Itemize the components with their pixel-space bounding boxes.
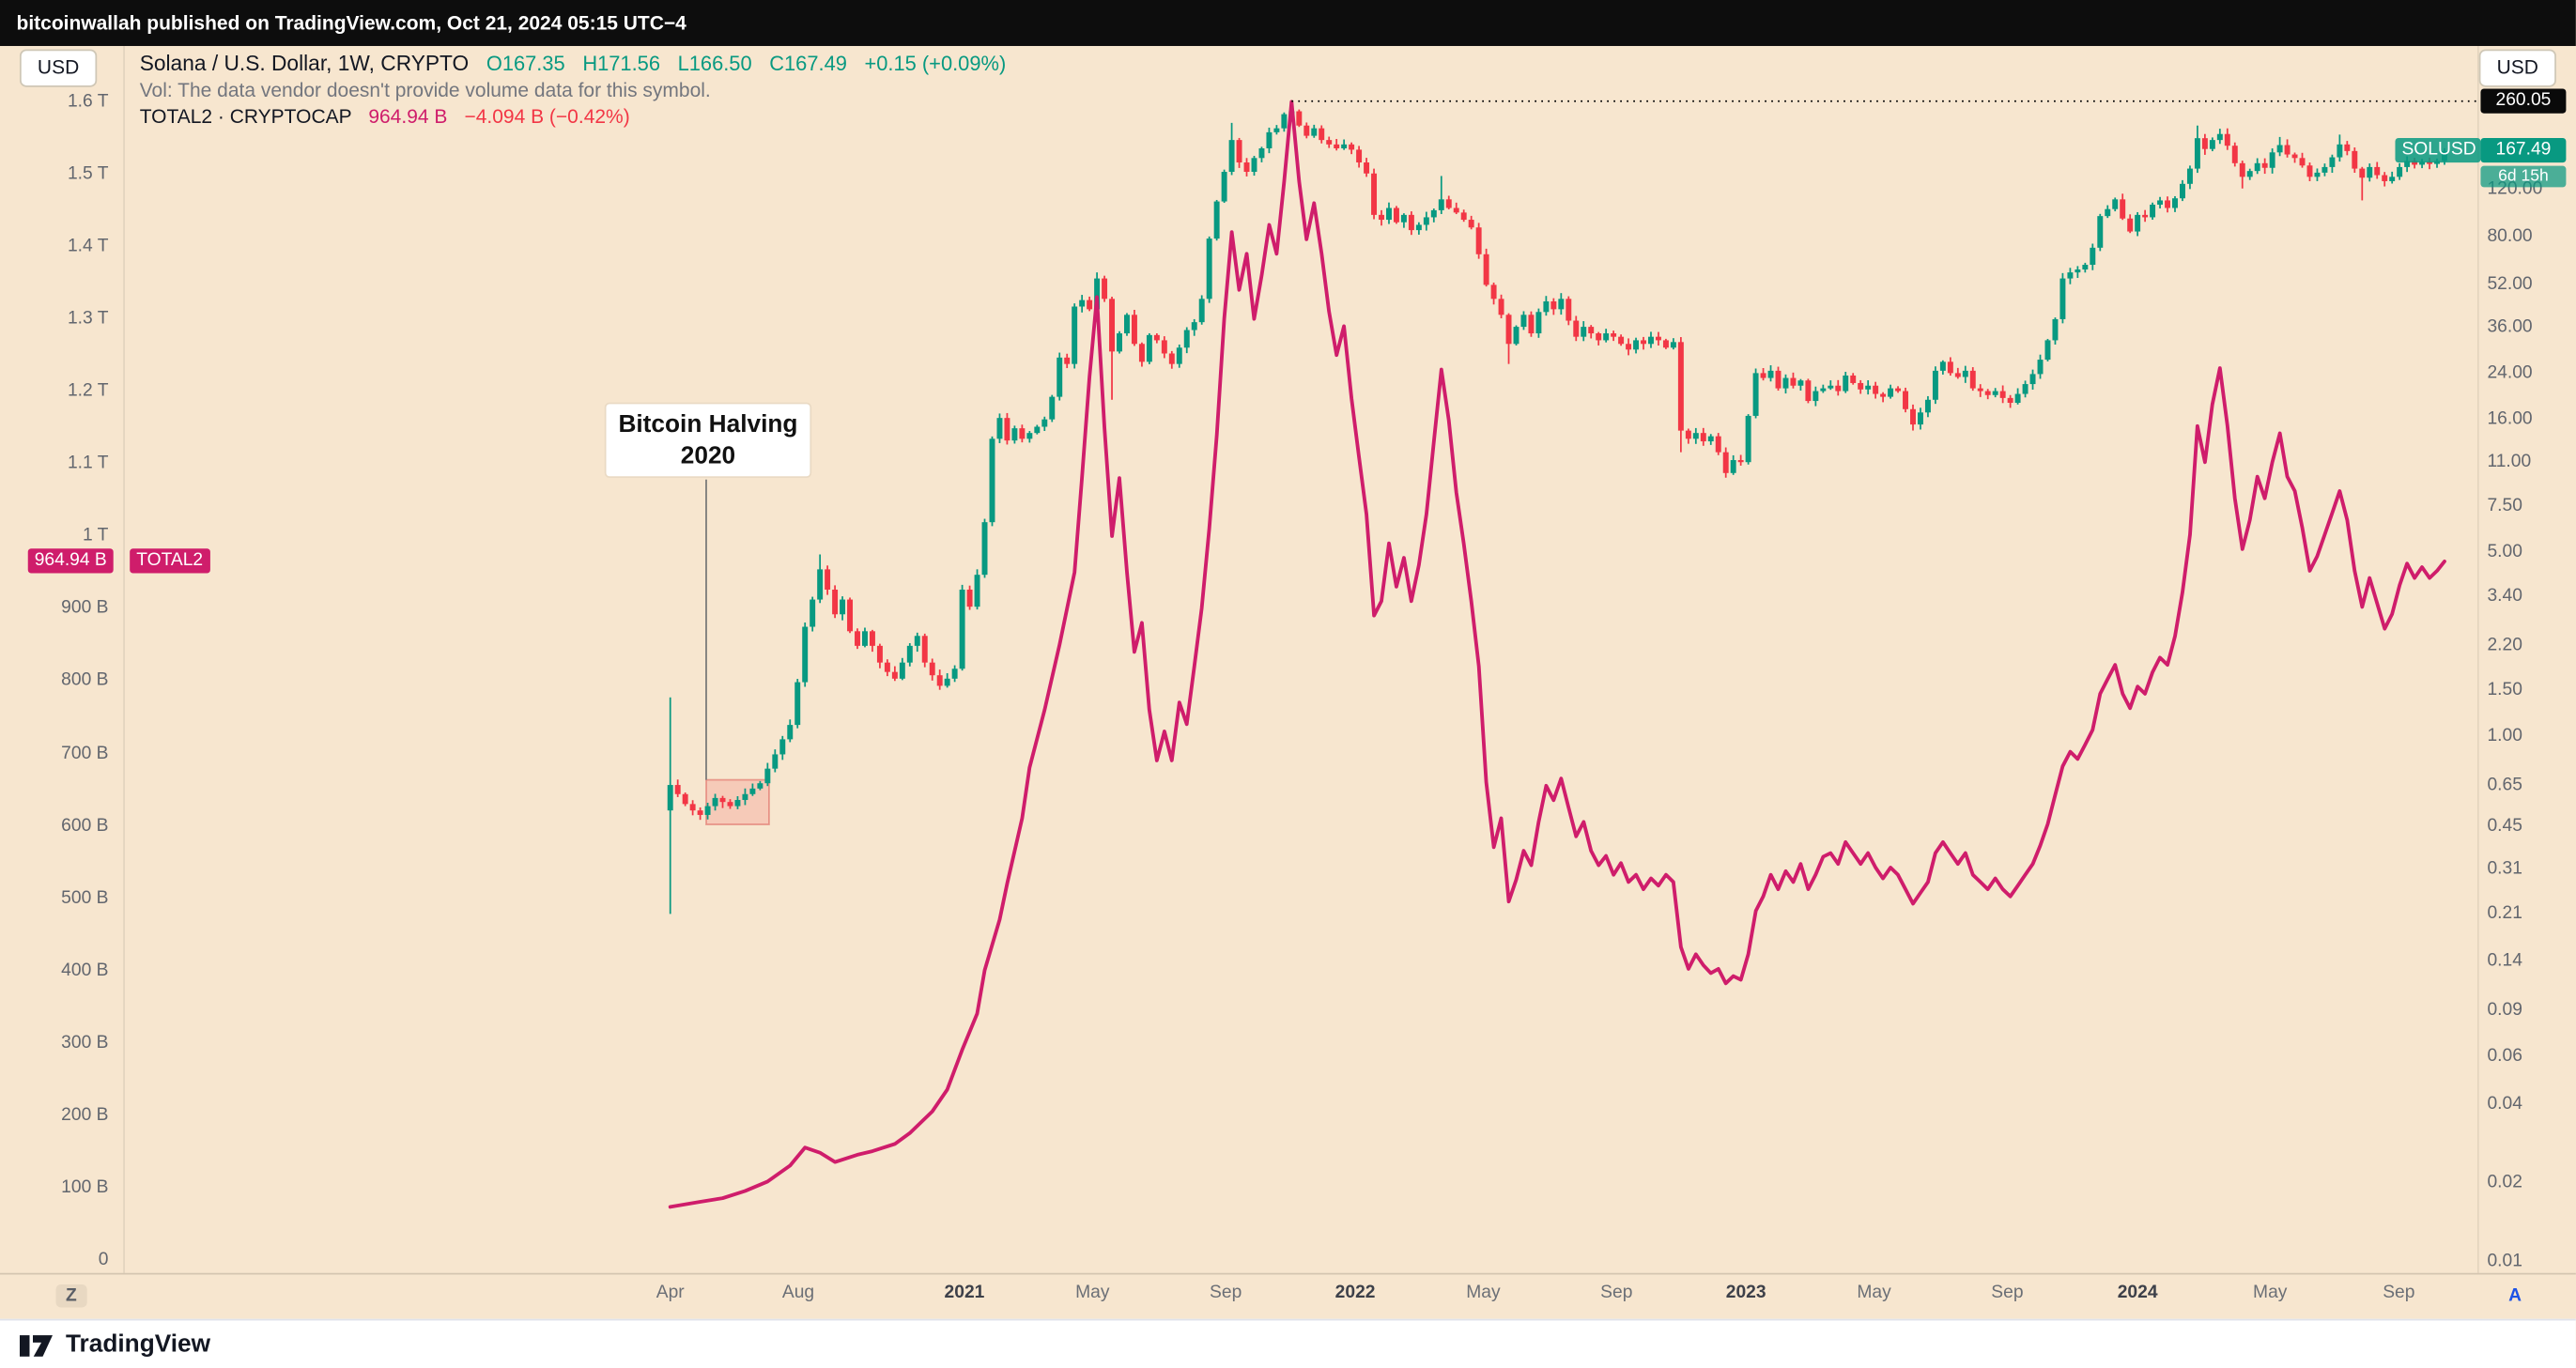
right-axis-tick: 24.00 [2487,362,2533,383]
time-axis-tick: May [1466,1283,1501,1303]
time-axis-tick: May [2253,1283,2288,1303]
left-axis-tick: 700 B [61,743,109,763]
total2-change: −4.094 B (−0.42%) [464,104,630,129]
time-axis-tick: May [1857,1283,1891,1303]
right-axis-tick: 1.00 [2487,726,2522,746]
right-axis-tick: 0.31 [2487,859,2522,880]
left-axis-tick: 800 B [61,670,109,691]
left-axis-tick: 900 B [61,598,109,619]
left-axis-tick: 0 [98,1250,109,1270]
time-axis-tick: Sep [2383,1283,2415,1303]
right-axis-tick: 0.04 [2487,1093,2522,1114]
right-axis-tick: 0.01 [2487,1251,2522,1271]
right-axis-tick: 0.14 [2487,950,2522,971]
left-axis-tick: 1.3 T [67,309,109,330]
right-axis-tick: 0.45 [2487,817,2522,838]
ohlc-open: O167.35 [486,52,565,76]
left-axis-tick: 300 B [61,1032,109,1053]
right-axis-tick: 3.40 [2487,586,2522,607]
time-axis-tick: Aug [781,1283,815,1303]
time-axis-tick: 2024 [2117,1283,2158,1303]
left-axis-tick: 500 B [61,887,109,908]
right-axis-tick: 2.20 [2487,636,2522,656]
halving-annotation-line2: 2020 [680,441,736,470]
ohlc-change: +0.15 (+0.09%) [864,52,1007,76]
time-axis-tick: Sep [1991,1283,2024,1303]
left-axis-tick: 200 B [61,1105,109,1126]
time-axis-tick: Sep [1600,1283,1633,1303]
time-axis-tick: May [1075,1283,1110,1303]
left-axis-tick: 1 T [82,526,109,546]
left-axis-tick: 1.6 T [67,91,109,112]
volume-note: Vol: The data vendor doesn't provide vol… [139,78,711,102]
bar-countdown-label: 6d 15h [2480,165,2567,188]
total2-title: TOTAL2 · CRYPTOCAP [139,104,352,129]
sol-last-price-label: 167.49 [2480,138,2567,163]
right-axis-tick: 1.50 [2487,679,2522,699]
right-axis-tick: 7.50 [2487,496,2522,516]
footer-bar: TradingView [0,1318,2576,1368]
left-axis-tick: 100 B [61,1177,109,1198]
time-axis-tick: 2022 [1334,1283,1376,1303]
right-axis-tick: 11.00 [2487,452,2532,472]
publish-info-text: bitcoinwallah published on TradingView.c… [16,11,686,35]
left-axis-currency-button[interactable]: USD [19,49,98,87]
left-axis-tick: 1.2 T [67,381,109,402]
left-axis-tick: 600 B [61,815,109,836]
total2-header-row[interactable]: TOTAL2 · CRYPTOCAP 964.94 B −4.094 B (−0… [140,105,630,128]
total2-axis-price-label: 964.94 B [27,547,114,574]
auto-scale-button[interactable]: A [2508,1285,2522,1306]
left-axis-tick: 1.4 T [67,237,109,257]
total2-value: 964.94 B [368,104,448,129]
right-axis-tick: 52.00 [2487,274,2533,295]
right-axis-separator [2476,45,2479,1273]
right-axis-tick: 5.00 [2487,542,2522,562]
halving-annotation-line1: Bitcoin Halving [618,410,798,439]
left-axis-tick: 1.1 T [67,453,109,474]
left-axis-tick: 400 B [61,960,109,980]
total2-series-label: TOTAL2 [130,547,210,574]
left-axis-tick: 1.5 T [67,163,109,184]
right-axis-tick: 0.09 [2487,1000,2522,1021]
ohlc-high: H171.56 [582,52,660,76]
symbol-header-row[interactable]: Solana / U.S. Dollar, 1W, CRYPTO O167.35… [140,51,1007,75]
time-axis-tick: Sep [1210,1283,1242,1303]
right-axis-tick: 36.00 [2487,316,2533,337]
right-axis-currency-button[interactable]: USD [2478,49,2556,87]
time-axis-tick: 2023 [1725,1283,1766,1303]
timezone-button[interactable]: Z [55,1283,87,1308]
left-axis-separator [123,45,125,1273]
right-axis-tick: 0.02 [2487,1172,2522,1192]
sol-series-label: SOLUSD [2395,138,2481,163]
right-axis-tick: 0.06 [2487,1047,2522,1068]
tradingview-logo-icon[interactable] [19,1333,54,1357]
time-axis[interactable] [0,1272,2576,1321]
right-axis-tick: 0.65 [2487,775,2522,795]
right-axis-tick: 0.21 [2487,903,2522,924]
ohlc-low: L166.50 [677,52,752,76]
time-axis-tick: 2021 [944,1283,985,1303]
right-axis-tick: 80.00 [2487,225,2533,246]
halving-annotation[interactable]: Bitcoin Halving 2020 [606,404,810,477]
publish-info-bar: bitcoinwallah published on TradingView.c… [0,0,2576,46]
right-axis-tick: 16.00 [2487,409,2533,430]
time-axis-tick: Apr [656,1283,685,1303]
ohlc-close: C167.49 [769,52,847,76]
tradingview-wordmark[interactable]: TradingView [65,1330,211,1359]
ath-price-label: 260.05 [2480,87,2567,113]
symbol-title: Solana / U.S. Dollar, 1W, CRYPTO [139,51,470,76]
